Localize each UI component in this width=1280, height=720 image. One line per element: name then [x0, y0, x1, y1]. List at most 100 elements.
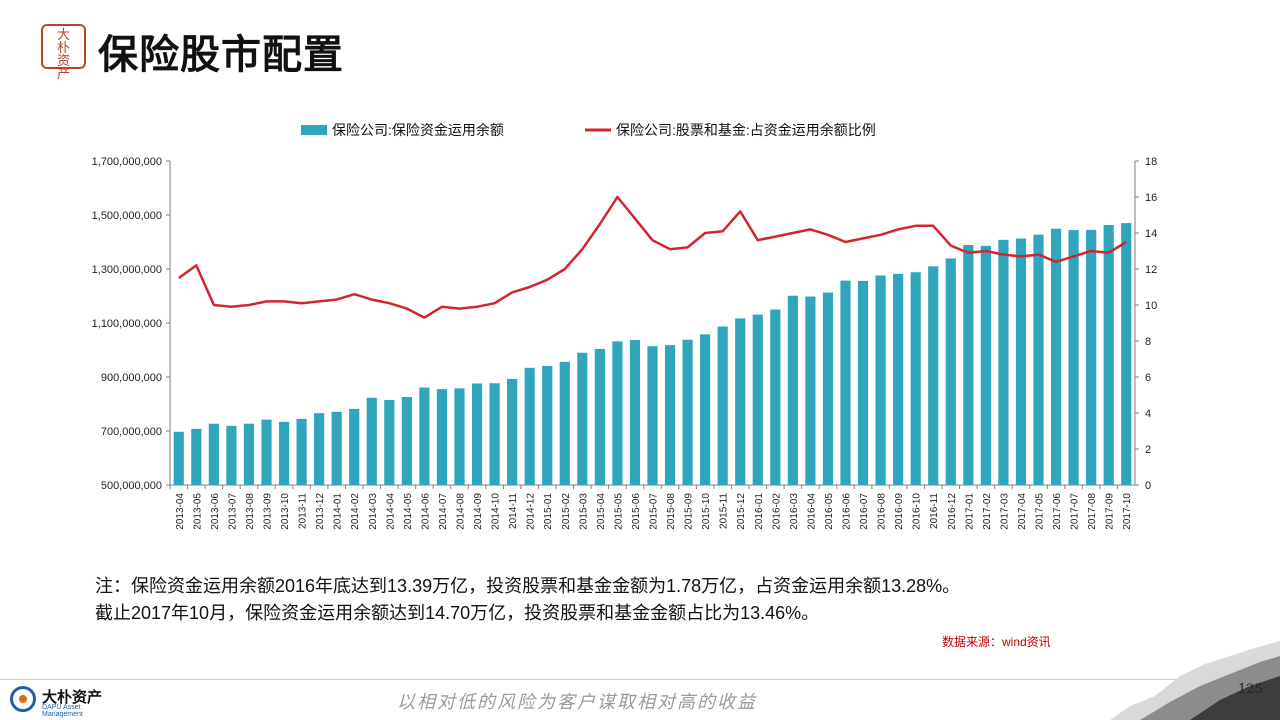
bar	[594, 348, 605, 485]
x-tick-label: 2013-07	[227, 493, 238, 530]
bar	[384, 399, 395, 485]
x-tick-label: 2016-03	[789, 493, 800, 530]
bar	[419, 387, 430, 485]
left-tick-label: 1,500,000,000	[92, 210, 162, 222]
x-tick-label: 2013-05	[192, 493, 203, 530]
bar	[261, 419, 272, 485]
bar	[366, 397, 377, 485]
logo-icon	[10, 686, 36, 712]
bar	[629, 340, 641, 485]
bar	[191, 428, 202, 485]
left-tick-label: 700,000,000	[101, 426, 162, 438]
bar	[910, 272, 921, 485]
bar	[278, 421, 290, 485]
x-tick-label: 2017-03	[999, 493, 1010, 530]
bar	[208, 423, 219, 485]
bar	[436, 389, 448, 485]
bar	[612, 341, 623, 485]
x-tick-label: 2013-09	[263, 493, 274, 530]
x-tick-label: 2015-08	[666, 493, 677, 530]
left-tick-label: 900,000,000	[101, 372, 162, 384]
x-tick-label: 2015-12	[736, 493, 747, 530]
bar	[1068, 230, 1079, 485]
x-tick-label: 2017-09	[1105, 493, 1116, 530]
bar	[1015, 238, 1027, 485]
series-line	[178, 195, 1127, 319]
note: 注：保险资金运用余额2016年底达到13.39万亿，投资股票和基金金额为1.78…	[95, 573, 960, 627]
x-tick-label: 2017-04	[1017, 493, 1028, 530]
bar	[577, 352, 588, 485]
bar	[980, 245, 991, 485]
left-tick-label: 500,000,000	[101, 480, 162, 492]
x-tick-label: 2016-07	[859, 493, 870, 530]
bar	[314, 413, 325, 485]
bar	[647, 346, 658, 485]
legend-line-label: 保险公司:股票和基金:占资金运用余额比例	[616, 122, 876, 138]
bar	[822, 292, 834, 485]
bar	[875, 275, 886, 485]
legend-bar-swatch	[301, 125, 327, 135]
bar	[928, 266, 939, 485]
x-tick-label: 2017-07	[1070, 493, 1081, 530]
x-tick-label: 2017-01	[964, 493, 975, 530]
x-tick-label: 2016-05	[824, 493, 835, 530]
right-tick-label: 8	[1145, 336, 1151, 348]
x-tick-label: 2016-02	[771, 493, 782, 530]
data-source: 数据来源：wind资讯	[942, 635, 1051, 649]
bar	[840, 280, 851, 485]
note-line-1: 注：保险资金运用余额2016年底达到13.39万亿，投资股票和基金金额为1.78…	[95, 576, 961, 596]
legend-bar-label: 保险公司:保险资金运用余额	[332, 122, 504, 138]
bar	[1033, 234, 1044, 485]
seal-logo: 大朴资产	[41, 24, 86, 81]
bar	[945, 258, 956, 485]
page-title: 保险股市配置	[98, 33, 344, 77]
x-tick-label: 2017-05	[1035, 493, 1046, 530]
x-tick-label: 2013-04	[175, 493, 186, 530]
right-tick-label: 6	[1145, 372, 1151, 384]
x-tick-label: 2014-06	[420, 493, 431, 530]
x-tick-label: 2016-04	[806, 493, 817, 530]
page-number: 125	[1238, 682, 1263, 697]
x-tick-label: 2014-04	[385, 493, 396, 530]
ink-mountain-decoration	[1110, 641, 1280, 720]
x-tick-label: 2014-03	[368, 493, 379, 530]
x-tick-label: 2016-11	[929, 493, 940, 529]
left-tick-label: 1,700,000,000	[92, 156, 162, 168]
x-tick-label: 2013-10	[280, 493, 291, 530]
bar	[349, 408, 360, 485]
x-tick-label: 2016-09	[894, 493, 905, 530]
footer-divider	[0, 679, 1280, 680]
x-tick-label: 2015-07	[649, 493, 660, 530]
logo-name: 大朴资产	[42, 689, 103, 706]
x-tick-label: 2017-02	[982, 493, 993, 530]
x-tick-label: 2014-02	[350, 493, 361, 530]
bar	[963, 244, 974, 485]
x-tick-label: 2014-07	[438, 493, 449, 530]
x-tick-label: 2013-06	[210, 493, 221, 530]
bar	[173, 431, 184, 485]
x-tick-label: 2015-05	[613, 493, 624, 530]
right-tick-label: 14	[1145, 228, 1157, 240]
bar	[805, 296, 816, 485]
x-tick-label: 2015-03	[578, 493, 589, 530]
right-tick-label: 12	[1145, 264, 1157, 276]
bar	[489, 383, 500, 485]
x-tick-label: 2013-11	[298, 493, 309, 529]
x-tick-label: 2014-09	[473, 493, 484, 530]
x-tick-label: 2016-01	[754, 493, 765, 530]
x-tick-label: 2016-08	[877, 493, 888, 530]
left-tick-label: 1,100,000,000	[92, 318, 162, 330]
right-tick-label: 0	[1145, 480, 1151, 492]
bar	[893, 273, 904, 485]
right-tick-label: 4	[1145, 408, 1151, 420]
bar	[735, 318, 746, 485]
x-tick-label: 2014-11	[508, 493, 519, 529]
x-tick-label: 2016-10	[912, 493, 923, 530]
left-tick-label: 1,300,000,000	[92, 264, 162, 276]
x-tick-label: 2015-09	[684, 493, 695, 530]
bar	[857, 280, 869, 485]
bar	[998, 239, 1009, 485]
x-tick-label: 2015-02	[561, 493, 572, 530]
bar	[226, 425, 237, 485]
bar	[787, 295, 798, 485]
